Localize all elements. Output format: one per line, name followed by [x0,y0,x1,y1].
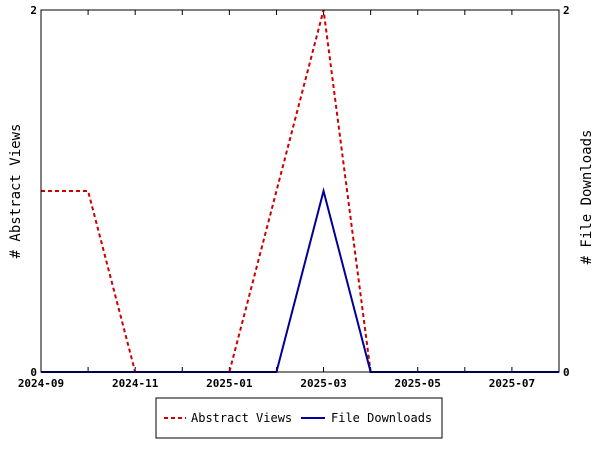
series-line-file-downloads [41,187,559,373]
y-tick-label-right: 0 [563,366,570,379]
y-axis-title-left: # Abstract Views [8,124,24,259]
legend-label-abstract-views: Abstract Views [191,411,292,425]
ticks-layer [40,10,560,372]
x-tick-label: 2024-11 [112,377,159,390]
x-tick-label: 2025-03 [300,377,346,390]
legend-label-file-downloads: File Downloads [331,411,432,425]
plot-frame [40,9,560,373]
x-tick-label: 2025-07 [489,377,535,390]
y-tick-label-left: 2 [30,4,37,17]
y-tick-label-left: 0 [30,366,37,379]
series-layer [41,9,559,373]
x-tick-label: 2025-05 [395,377,441,390]
y-tick-label-right: 2 [563,4,570,17]
series-line-abstract-views [41,9,559,373]
legend-box [155,397,443,439]
labels-layer: 2024-09 2024-11 2025-01 2025-03 2025-05 2025-… [18,4,570,390]
x-tick-label: 2025-01 [206,377,253,390]
x-tick-label: 2024-09 [18,377,64,390]
legend: Abstract Views File Downloads [155,397,443,439]
y-axis-title-right: # File Downloads [579,130,595,265]
